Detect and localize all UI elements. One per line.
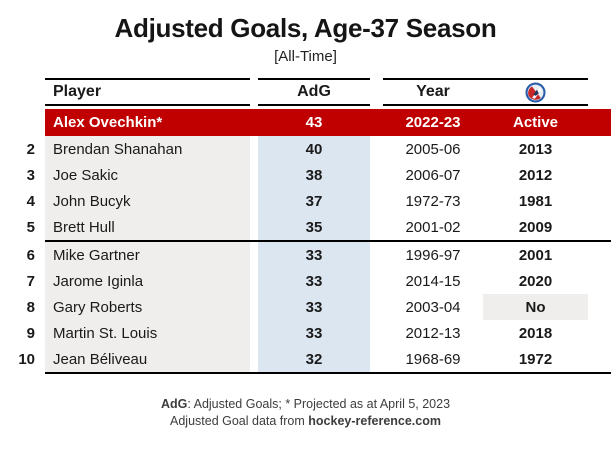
rank-cell: 9 bbox=[26, 324, 35, 342]
footnote-line-1: AdG: Adjusted Goals; * Projected as at A… bbox=[0, 396, 611, 413]
player-cell: Brett Hull bbox=[45, 214, 250, 240]
rank-cell: 6 bbox=[26, 246, 35, 264]
player-cell: Mike Gartner bbox=[45, 242, 250, 268]
column-header-year-hhof: Year bbox=[383, 78, 588, 106]
rank-cell: 4 bbox=[26, 192, 35, 210]
adg-cell: 32 bbox=[258, 346, 370, 372]
year-cell: 1968-69 bbox=[405, 350, 461, 368]
player-cell: Jean Béliveau bbox=[45, 346, 250, 372]
footnote-source-text: Adjusted Goal data from bbox=[170, 414, 309, 428]
year-cell: 2003-04 bbox=[405, 298, 461, 316]
footnotes: AdG: Adjusted Goals; * Projected as at A… bbox=[0, 396, 611, 430]
year-cell: 1972-73 bbox=[405, 192, 461, 210]
player-cell: Jarome Iginla bbox=[45, 268, 250, 294]
rank-cell: 10 bbox=[18, 350, 35, 368]
header-rank-spacer bbox=[0, 78, 35, 106]
hhof-cell: 1981 bbox=[518, 192, 553, 210]
year-cell: 2014-15 bbox=[405, 272, 461, 290]
adg-cell: 33 bbox=[258, 294, 370, 320]
rank-cell: 1 bbox=[26, 114, 35, 131]
hhof-cell: Active bbox=[512, 114, 559, 131]
footnote-adg-abbr: AdG bbox=[160, 397, 188, 411]
hhof-cell: 1972 bbox=[518, 350, 553, 368]
adg-cell: 35 bbox=[258, 214, 370, 240]
rank-cell: 8 bbox=[26, 298, 35, 316]
page-title: Adjusted Goals, Age-37 Season bbox=[114, 13, 497, 43]
column-header-adg: AdG bbox=[258, 78, 370, 106]
footnote-line-2: Adjusted Goal data from hockey-reference… bbox=[0, 413, 611, 430]
column-header-year-label: Year bbox=[416, 83, 450, 100]
column-header-hhof bbox=[483, 81, 588, 103]
player-cell: John Bucyk bbox=[45, 188, 250, 214]
hhof-cell: 2009 bbox=[518, 218, 553, 236]
top5-separator-line bbox=[45, 240, 611, 242]
rank-cell: 7 bbox=[26, 272, 35, 290]
footnote-adg-text: : Adjusted Goals; * Projected as at Apri… bbox=[187, 397, 451, 411]
hockey-hall-of-fame-icon bbox=[525, 81, 546, 103]
table-row: 2 Brendan Shanahan 40 2005-06 2013 bbox=[0, 136, 611, 162]
table-row: 6 Mike Gartner 33 1996-97 2001 bbox=[0, 242, 611, 268]
adg-cell: 37 bbox=[258, 188, 370, 214]
column-header-player: Player bbox=[45, 78, 250, 106]
table-header-row: Player AdG Year bbox=[0, 78, 611, 106]
year-cell: 2022-23 bbox=[405, 114, 461, 131]
table-row: 7 Jarome Iginla 33 2014-15 2020 bbox=[0, 268, 611, 294]
adg-cell: 40 bbox=[258, 136, 370, 162]
adg-cell: 38 bbox=[258, 162, 370, 188]
rank-cell: 5 bbox=[26, 218, 35, 236]
adg-cell: 33 bbox=[258, 268, 370, 294]
year-cell: 2006-07 bbox=[405, 166, 461, 184]
adg-cell: 33 bbox=[258, 242, 370, 268]
year-cell: 2005-06 bbox=[405, 140, 461, 158]
table-bottom-line bbox=[45, 372, 611, 374]
player-cell: Alex Ovechkin* bbox=[53, 114, 163, 131]
player-cell: Brendan Shanahan bbox=[45, 136, 250, 162]
year-cell: 2001-02 bbox=[405, 218, 461, 236]
table-row: 5 Brett Hull 35 2001-02 2009 bbox=[0, 214, 611, 240]
table-row: 10 Jean Béliveau 32 1968-69 1972 bbox=[0, 346, 611, 372]
column-header-adg-label: AdG bbox=[297, 83, 331, 100]
table-row: 9 Martin St. Louis 33 2012-13 2018 bbox=[0, 320, 611, 346]
ranking-table: Player AdG Year 1 Alex Ovechkin* 43 2 bbox=[0, 78, 611, 374]
adg-cell: 43 bbox=[305, 114, 323, 131]
table-row: 3 Joe Sakic 38 2006-07 2012 bbox=[0, 162, 611, 188]
column-header-player-label: Player bbox=[53, 83, 102, 100]
adg-cell: 33 bbox=[258, 320, 370, 346]
hhof-cell: 2001 bbox=[518, 246, 553, 264]
column-header-year: Year bbox=[383, 83, 483, 101]
rank-cell: 2 bbox=[26, 140, 35, 158]
hhof-cell: 2012 bbox=[518, 166, 553, 184]
player-cell: Joe Sakic bbox=[45, 162, 250, 188]
player-cell: Martin St. Louis bbox=[45, 320, 250, 346]
hhof-cell: 2020 bbox=[518, 272, 553, 290]
footnote-source-site: hockey-reference.com bbox=[308, 414, 441, 428]
rank-cell: 3 bbox=[26, 166, 35, 184]
year-cell: 2012-13 bbox=[405, 324, 461, 342]
table-row: 4 John Bucyk 37 1972-73 1981 bbox=[0, 188, 611, 214]
table-row: 8 Gary Roberts 33 2003-04 No bbox=[0, 294, 611, 320]
year-cell: 1996-97 bbox=[405, 246, 461, 264]
hhof-cell: 2018 bbox=[518, 324, 553, 342]
page-subtitle: [All-Time] bbox=[274, 48, 337, 65]
player-cell: Gary Roberts bbox=[45, 294, 250, 320]
hhof-cell: 2013 bbox=[518, 140, 553, 158]
hhof-cell: No bbox=[483, 294, 588, 320]
table-row: 1 Alex Ovechkin* 43 2022-23 Active bbox=[0, 109, 611, 136]
